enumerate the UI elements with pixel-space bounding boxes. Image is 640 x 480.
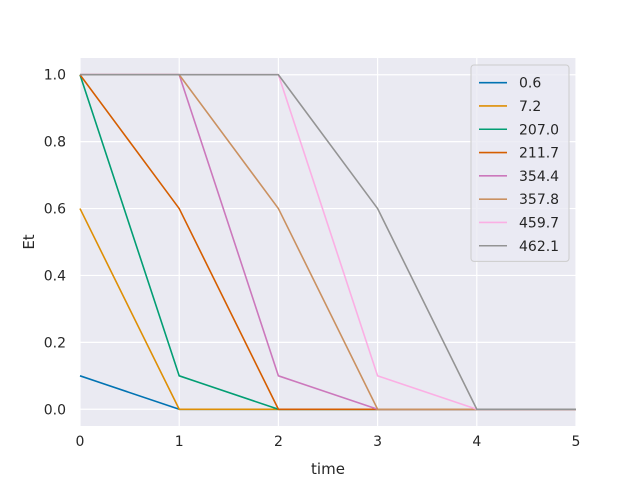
y-axis: 0.0 0.2 0.4 0.6 0.8 1.0 — [44, 68, 66, 419]
series-lines — [79, 73, 576, 411]
x-axis-label: time — [311, 460, 345, 478]
x-tick-label: 3 — [373, 434, 382, 450]
legend-label-4: 354.4 — [519, 169, 559, 185]
legend: 0.6 7.2 207.0 211.7 354.4 357.8 459.7 462.1 — [470, 64, 570, 262]
y-axis-label: Et — [20, 234, 38, 249]
legend-label-7: 462.1 — [519, 239, 559, 255]
x-axis: 0 1 2 3 4 5 — [76, 434, 581, 450]
y-tick-label: 1.0 — [44, 68, 66, 84]
legend-box — [470, 64, 570, 262]
legend-label-1: 7.2 — [519, 99, 541, 115]
y-tick-label: 0.6 — [44, 202, 66, 218]
x-tick-label: 2 — [274, 434, 283, 450]
y-tick-label: 0.2 — [44, 335, 66, 351]
legend-label-2: 207.0 — [519, 122, 559, 138]
y-tick-label: 0.0 — [44, 402, 66, 418]
x-tick-label: 4 — [472, 434, 481, 450]
legend-label-5: 357.8 — [519, 192, 559, 208]
x-tick-label: 0 — [76, 434, 85, 450]
legend-label-3: 211.7 — [519, 146, 559, 162]
legend-label-6: 459.7 — [519, 215, 559, 231]
x-tick-label: 1 — [175, 434, 184, 450]
legend-label-0: 0.6 — [519, 76, 541, 92]
y-tick-label: 0.4 — [44, 268, 66, 284]
y-tick-label: 0.8 — [44, 135, 66, 151]
x-tick-label: 5 — [572, 434, 581, 450]
series-line-7 — [80, 73, 576, 411]
